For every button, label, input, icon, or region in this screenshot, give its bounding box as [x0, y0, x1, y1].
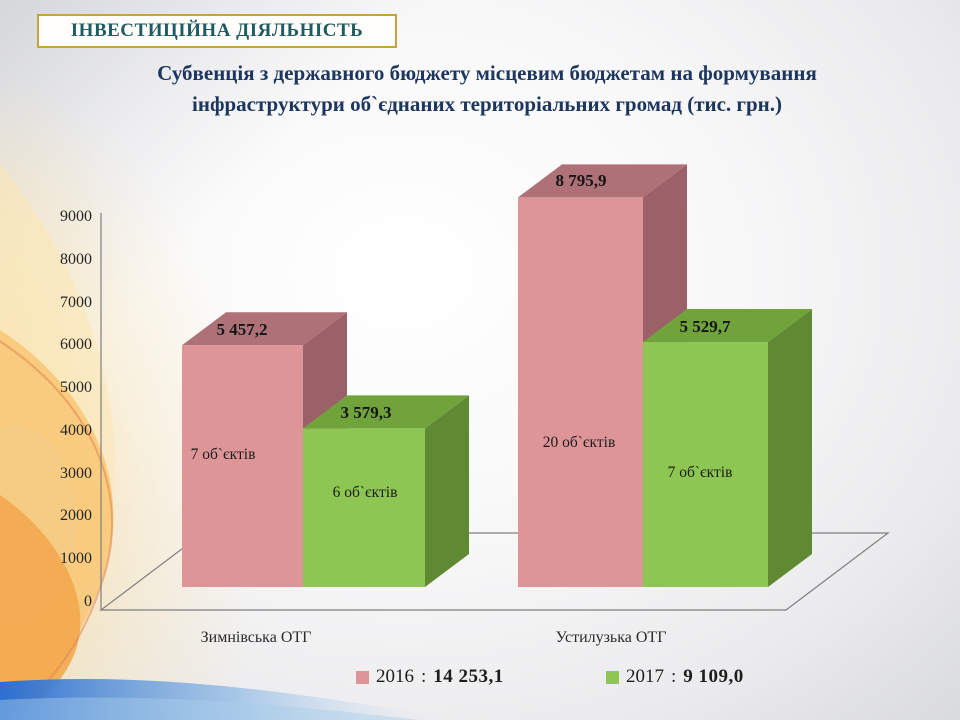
legend-swatch-2017	[606, 670, 619, 684]
bar-2017-category-0-side-face	[425, 395, 469, 587]
value-label-2016-category-0: 5 457,2	[216, 320, 268, 339]
legend-separator: :	[421, 666, 427, 687]
legend-total-2016: 14 253,1	[433, 666, 504, 687]
category-label-1: Устилузька ОТГ	[555, 629, 667, 646]
legend-item-2016: 2016 : 14 253,1	[356, 666, 504, 688]
y-axis-tick-label-8000: 8000	[60, 250, 92, 268]
legend-total-2017: 9 109,0	[683, 666, 744, 687]
legend-year-2017: 2017	[626, 666, 664, 687]
light-blue-underwave-shape	[0, 697, 420, 720]
legend-swatch-2016	[356, 670, 369, 684]
bar-2017-category-1-top-face	[643, 309, 812, 343]
section-badge-label: ІНВЕСТИЦІЙНА ДІЯЛЬНІСТЬ	[70, 20, 364, 41]
legend-year-2016: 2016	[376, 666, 414, 687]
bar-2017-category-0-front-face	[303, 428, 425, 587]
chart-title-line1: Субвенція з державного бюджету місцевим …	[157, 61, 817, 85]
chart-floor	[99, 532, 890, 611]
deep-orange-wave-shape	[0, 495, 81, 717]
legend-separator: :	[671, 666, 677, 687]
object-count-label-2016-category-1: 20 об`єктів	[542, 434, 616, 451]
blue-bottom-wave-shape	[0, 678, 430, 720]
bar-2016-category-0-front-face	[182, 345, 303, 587]
chart-title: Субвенція з державного бюджету місцевим …	[60, 58, 914, 120]
bar-2016-category-0-top-face	[182, 312, 347, 346]
y-axis-tick-label-7000: 7000	[60, 293, 92, 311]
y-axis-tick-label-5000: 5000	[60, 379, 92, 397]
y-axis-tick-label-0: 0	[84, 593, 92, 610]
category-label-0: Зимнівська ОТГ	[200, 629, 312, 646]
bar-2017-category-1-side-face	[768, 309, 812, 587]
value-label-2017-category-0: 3 579,3	[340, 403, 392, 422]
bar-2016-category-1-front-face	[518, 197, 643, 588]
object-count-label-2017-category-1: 7 об`єктів	[667, 464, 733, 481]
section-badge: ІНВЕСТИЦІЙНА ДІЯЛЬНІСТЬ	[37, 14, 397, 48]
y-axis-tick-label-2000: 2000	[60, 507, 92, 525]
bar-2017-category-0-top-face	[303, 395, 469, 429]
object-count-label-2016-category-0: 7 об`єктів	[190, 446, 256, 463]
y-axis-tick-label-1000: 1000	[60, 550, 92, 568]
bar-2016-category-1-top-face	[518, 164, 687, 198]
legend-item-2017: 2017 : 9 109,0	[606, 666, 744, 688]
value-label-2017-category-1: 5 529,7	[679, 317, 731, 336]
bar-2017-category-1-front-face	[643, 342, 768, 587]
chart-title-line2: інфраструктури об`єднаних територіальних…	[192, 92, 782, 116]
y-axis-tick-label-4000: 4000	[60, 421, 92, 439]
y-axis-tick-label-6000: 6000	[60, 336, 92, 354]
value-label-2016-category-1: 8 795,9	[555, 171, 607, 190]
y-axis-tick-label-9000: 9000	[60, 207, 92, 225]
object-count-label-2017-category-0: 6 об`єктів	[332, 484, 398, 501]
y-axis-tick-label-3000: 3000	[60, 464, 92, 482]
